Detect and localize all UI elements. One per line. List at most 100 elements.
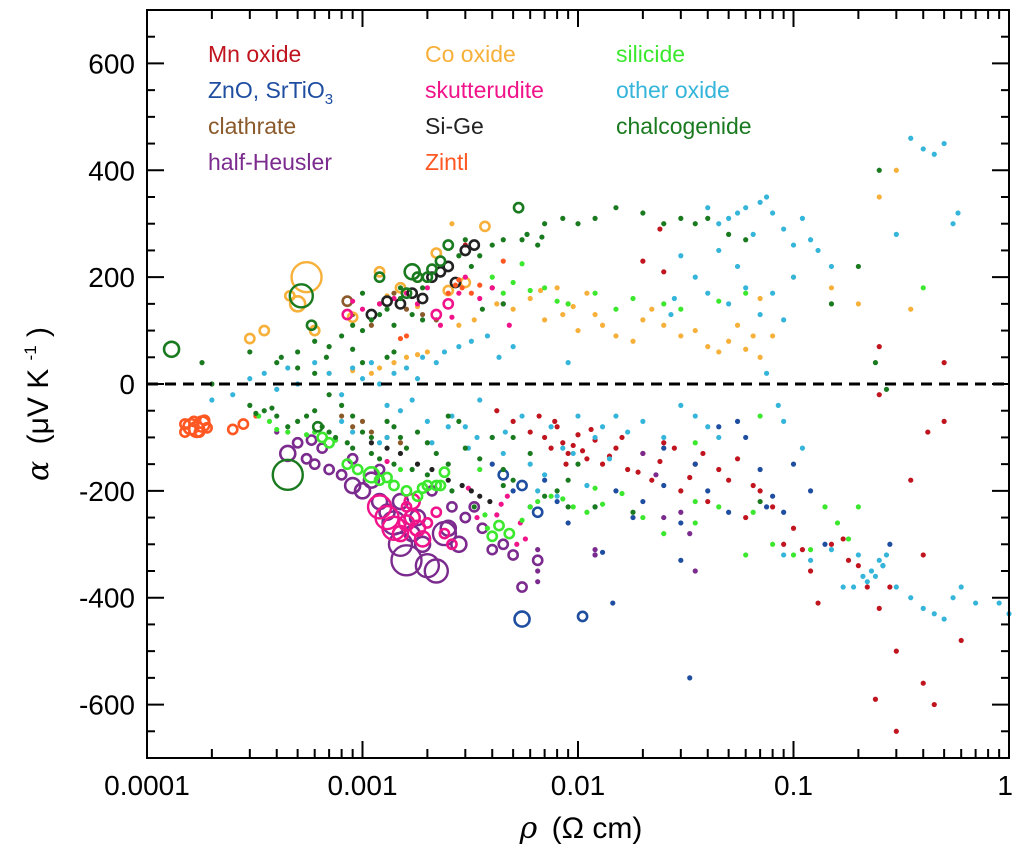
data-point (489, 242, 495, 248)
data-point (781, 509, 787, 515)
data-point (510, 306, 516, 312)
data-point (750, 482, 756, 489)
data-point (424, 418, 430, 424)
data-point (384, 402, 390, 408)
x-axis-units: (Ω cm) (552, 812, 643, 845)
data-point (179, 426, 191, 438)
data-point (757, 311, 763, 318)
data-point (381, 471, 393, 484)
data-point (807, 568, 814, 574)
data-point (441, 349, 448, 355)
data-point (391, 290, 397, 296)
data-point (757, 354, 763, 360)
data-point (477, 295, 483, 302)
data-point (542, 285, 548, 291)
data-point (237, 418, 250, 430)
series-silicide (256, 261, 926, 558)
data-point (500, 237, 506, 243)
data-point (640, 258, 646, 264)
data-point (661, 514, 667, 521)
data-point (312, 360, 318, 366)
data-point (359, 290, 366, 296)
data-point (925, 429, 931, 435)
data-point (770, 541, 776, 547)
data-point (750, 231, 756, 237)
data-point (430, 308, 443, 321)
y-axis-units: (μV K (22, 369, 55, 445)
data-point (445, 477, 451, 483)
data-point (261, 408, 267, 414)
legend-item: Si-Ge (425, 113, 484, 139)
data-point (576, 610, 589, 623)
legend-item: other oxide (616, 77, 730, 103)
series-other-oxide (209, 135, 1012, 622)
data-point (535, 488, 541, 494)
data-point (323, 463, 336, 476)
data-point (599, 549, 606, 555)
y-tick-label: -200 (79, 476, 135, 507)
data-point (539, 234, 545, 240)
data-point (893, 231, 899, 237)
data-point (397, 295, 404, 302)
data-point (535, 498, 541, 505)
data-point (350, 413, 356, 419)
data-point (456, 344, 462, 350)
data-point (613, 306, 619, 312)
series-skutterudite (341, 274, 528, 551)
data-point (359, 306, 366, 312)
data-point (449, 488, 455, 494)
data-point (312, 370, 318, 376)
data-point (486, 543, 499, 556)
data-point (326, 429, 332, 435)
data-point (438, 527, 451, 540)
data-point (828, 541, 835, 547)
data-point (326, 392, 332, 398)
data-point (510, 418, 516, 424)
x-tick-label: 0.1 (774, 770, 813, 801)
legend-item: half-Heusler (208, 149, 332, 175)
data-point (592, 215, 598, 221)
data-point (613, 333, 619, 339)
data-point (678, 215, 684, 221)
data-point (560, 311, 566, 318)
data-point (781, 418, 787, 424)
data-point (705, 344, 711, 350)
data-point (359, 376, 366, 382)
data-point (661, 322, 667, 328)
data-point (288, 295, 307, 313)
data-point (527, 450, 533, 457)
data-point (657, 458, 663, 465)
data-point (512, 201, 525, 214)
y-axis-units-exponent: -1 (21, 345, 40, 360)
data-point (323, 436, 336, 449)
data-point (474, 514, 480, 521)
data-point (359, 429, 366, 435)
data-point (442, 239, 455, 251)
data-point (876, 605, 882, 612)
data-point (775, 402, 781, 408)
data-point (450, 535, 468, 554)
legend-item: ZnO, SrTiO3 (208, 77, 333, 108)
data-point (560, 215, 566, 221)
data-point (958, 584, 964, 590)
data-point (387, 531, 414, 557)
data-point (592, 552, 598, 558)
data-point (350, 445, 356, 451)
data-point (653, 472, 659, 478)
data-point (384, 445, 390, 451)
data-point (931, 611, 937, 617)
data-point (790, 274, 797, 280)
series-mn-oxide (462, 226, 964, 734)
data-point (477, 466, 483, 473)
data-point (510, 279, 516, 286)
data-point (908, 135, 914, 141)
data-point (291, 436, 304, 449)
data-point (770, 333, 776, 339)
data-point (734, 263, 741, 270)
data-point (494, 512, 500, 518)
data-point (403, 445, 410, 451)
data-point (661, 434, 667, 441)
data-point (413, 530, 432, 548)
data-point (864, 579, 870, 585)
data-point (423, 558, 449, 584)
